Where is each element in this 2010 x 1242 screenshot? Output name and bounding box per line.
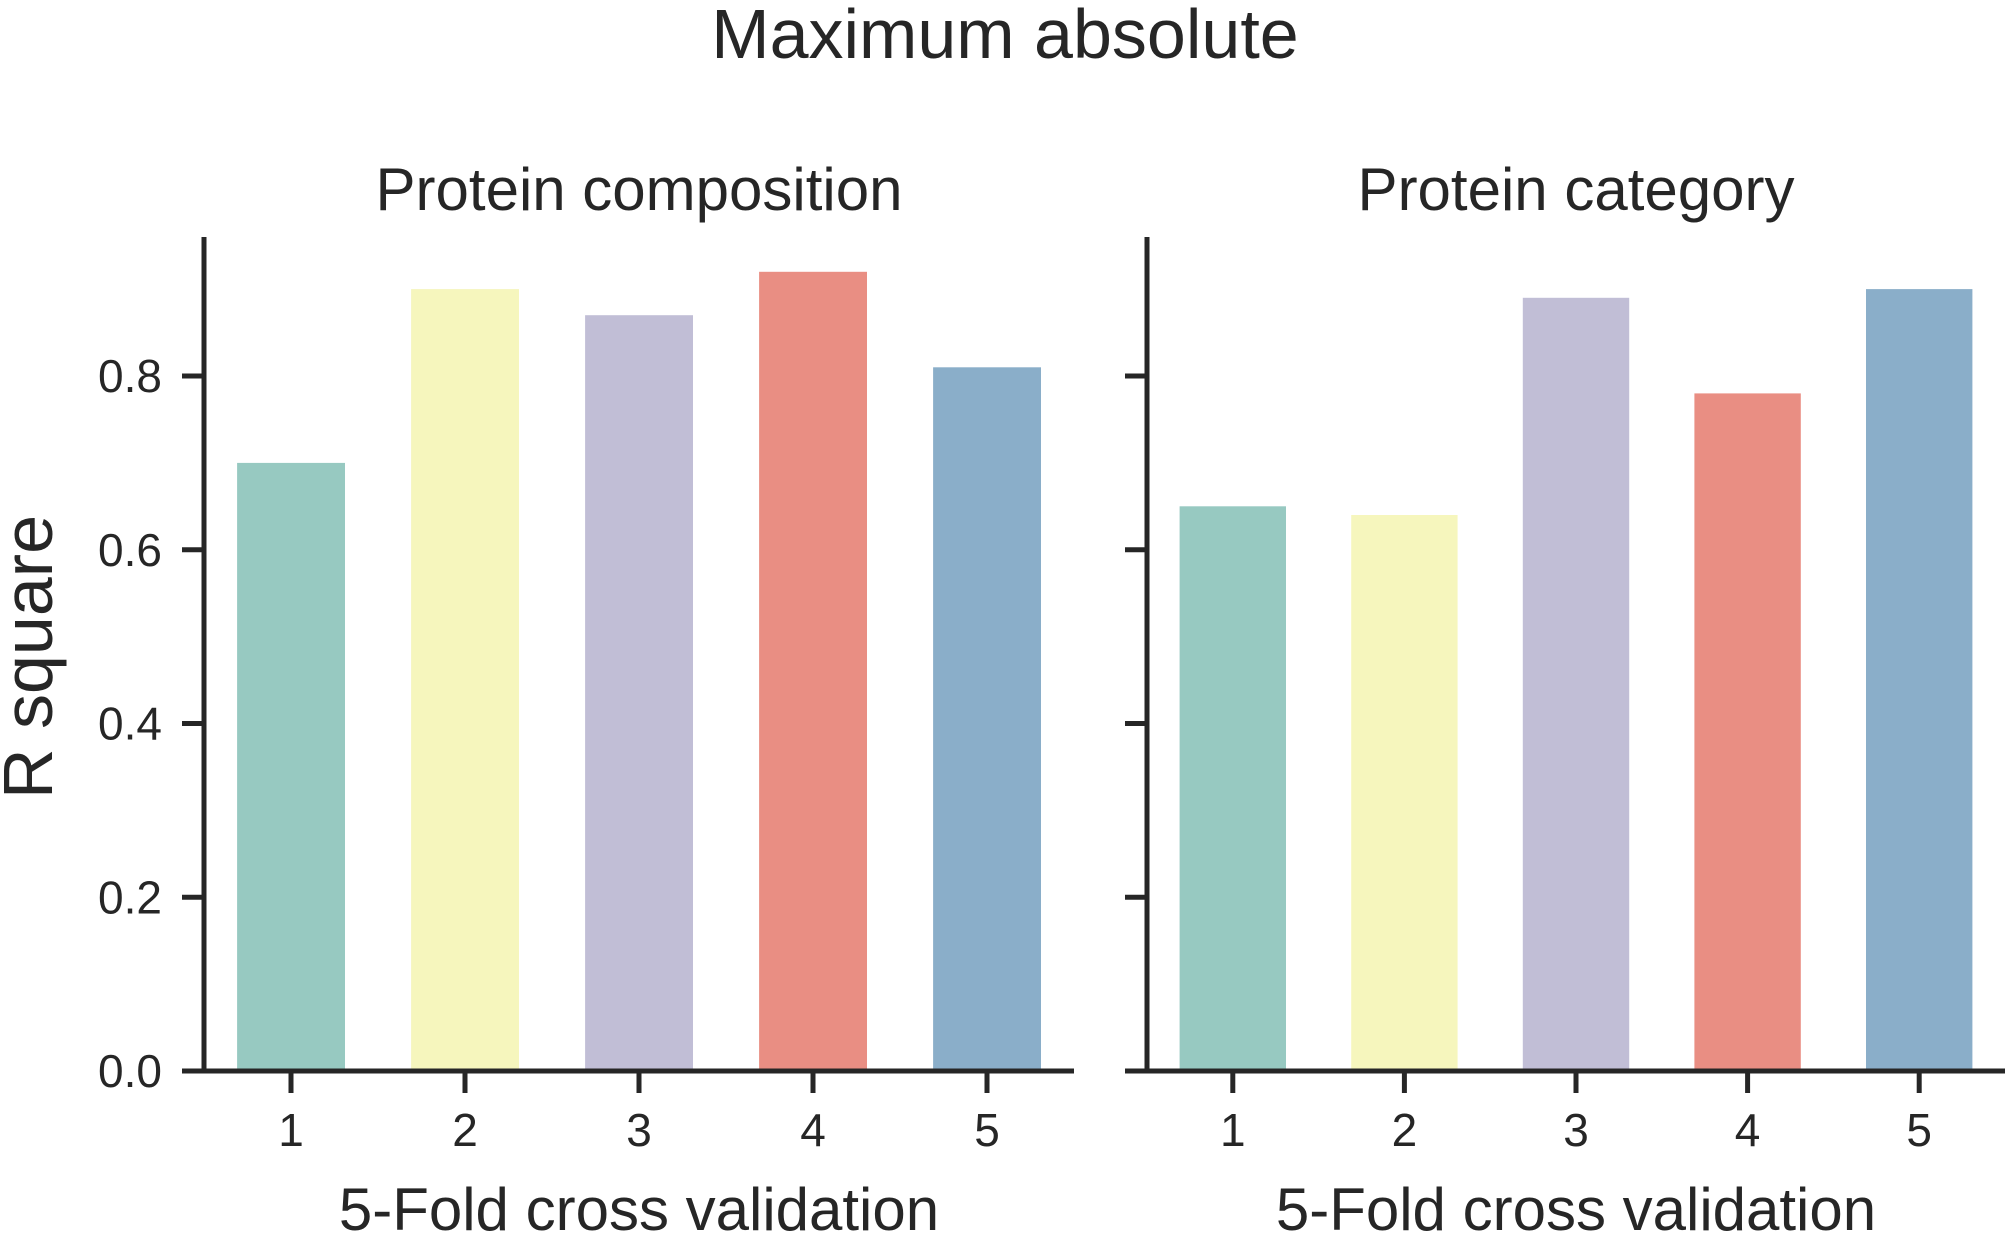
- bar-4: [1694, 393, 1801, 1071]
- x-tick-label: 4: [800, 1104, 826, 1156]
- x-tick-label: 1: [278, 1104, 304, 1156]
- y-tick-label: 0.2: [98, 871, 162, 923]
- x-tick-label: 1: [1220, 1104, 1246, 1156]
- y-tick-label: 0.4: [98, 698, 162, 750]
- bar-1: [1179, 506, 1286, 1071]
- y-tick-label: 0.0: [98, 1045, 162, 1097]
- bar-5: [1866, 289, 1973, 1072]
- y-tick-label: 0.6: [98, 524, 162, 576]
- x-tick-label: 3: [1563, 1104, 1589, 1156]
- x-tick-label: 5: [1906, 1104, 1932, 1156]
- bar-3: [1522, 297, 1630, 1071]
- x-axis-label: 5-Fold cross validation: [1276, 1176, 1876, 1237]
- panel-title: Protein composition: [376, 156, 903, 223]
- bar-4: [759, 271, 867, 1072]
- chart-panels: 0.0 0.2 0.4 0.6 0.8 1 2 3 4 5 Protein composition 5…: [98, 156, 2005, 1242]
- x-tick-label: 3: [626, 1104, 652, 1156]
- y-tick-label: 0.8: [98, 350, 162, 402]
- bar-2: [411, 289, 519, 1072]
- panel-title: Protein category: [1358, 156, 1795, 223]
- x-tick-label: 2: [1392, 1104, 1418, 1156]
- chart-panel-2: 1 2 3 4 5 Protein category 5-Fold cross valida…: [1125, 156, 2005, 1242]
- chart-panel-1: 0.0 0.2 0.4 0.6 0.8 1 2 3 4 5 Protein composition 5…: [98, 156, 1074, 1242]
- x-tick-label: 5: [974, 1104, 1000, 1156]
- figure-title: Maximum absolute: [711, 0, 1298, 73]
- y-axis-label: R square: [0, 515, 67, 799]
- bar-2: [1351, 515, 1458, 1071]
- x-axis-label: 5-Fold cross validation: [339, 1176, 939, 1237]
- x-tick-label: 4: [1735, 1104, 1761, 1156]
- bar-3: [585, 315, 693, 1071]
- bar-5: [933, 367, 1041, 1071]
- x-tick-label: 2: [452, 1104, 478, 1156]
- bar-1: [237, 462, 345, 1071]
